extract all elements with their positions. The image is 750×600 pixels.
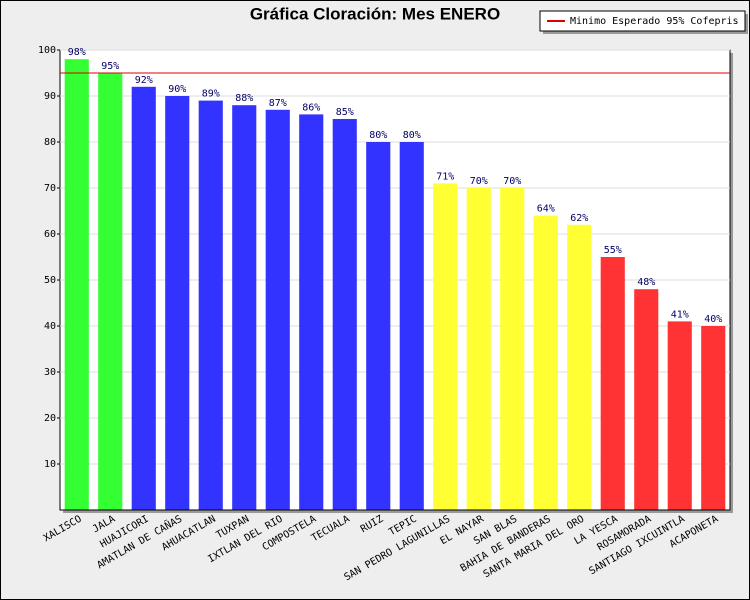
y-tick-label: 100 <box>38 45 56 56</box>
bar <box>232 105 257 510</box>
data-label: 86% <box>302 102 320 113</box>
y-tick-label: 20 <box>44 413 56 424</box>
y-tick-label: 60 <box>44 229 56 240</box>
legend <box>539 10 746 32</box>
bar <box>600 257 625 510</box>
y-tick-label: 40 <box>44 321 56 332</box>
data-label: 55% <box>604 245 622 256</box>
bar <box>634 289 659 510</box>
bar <box>533 215 558 510</box>
data-label: 88% <box>235 93 253 104</box>
bar <box>332 119 357 510</box>
bar <box>399 142 424 510</box>
data-label: 92% <box>135 75 153 86</box>
data-label: 89% <box>202 89 220 100</box>
data-label: 64% <box>537 204 555 215</box>
data-label: 95% <box>101 61 119 72</box>
data-label: 41% <box>671 309 689 320</box>
data-label: 62% <box>570 213 588 224</box>
data-label: 98% <box>68 47 86 58</box>
data-label: 48% <box>637 277 655 288</box>
bar <box>98 73 123 510</box>
bar <box>131 86 156 511</box>
bar <box>667 321 692 510</box>
chart-title: Gráfica Cloración: Mes ENERO <box>250 4 500 23</box>
data-label: 80% <box>369 130 387 141</box>
bar <box>500 188 525 510</box>
bar <box>64 59 89 510</box>
bar <box>198 100 223 510</box>
legend-label: Minimo Esperado 95% Cofepris <box>570 16 739 27</box>
bar <box>466 188 491 510</box>
y-tick-label: 80 <box>44 137 56 148</box>
data-label: 90% <box>168 84 186 95</box>
data-label: 80% <box>403 130 421 141</box>
data-label: 87% <box>269 98 287 109</box>
bar <box>165 96 190 510</box>
bar <box>366 142 391 510</box>
y-tick-label: 30 <box>44 367 56 378</box>
bar <box>433 183 458 510</box>
y-tick-label: 70 <box>44 183 56 194</box>
y-tick-label: 90 <box>44 91 56 102</box>
y-tick-label: 10 <box>44 459 56 470</box>
data-label: 40% <box>704 314 722 325</box>
data-label: 70% <box>503 176 521 187</box>
bar <box>701 326 726 510</box>
bar <box>567 224 592 511</box>
data-label: 71% <box>436 171 454 182</box>
data-label: 70% <box>470 176 488 187</box>
data-label: 85% <box>336 107 354 118</box>
bar <box>299 114 324 511</box>
bar <box>265 109 290 511</box>
y-tick-label: 50 <box>44 275 56 286</box>
